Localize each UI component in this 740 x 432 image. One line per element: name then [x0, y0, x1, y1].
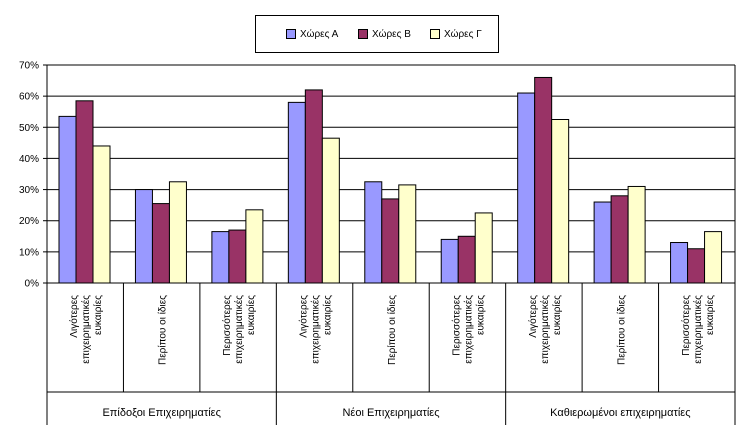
y-tick-label-1: 10% — [19, 247, 39, 258]
category-label-0-0: Λιγότερες — [68, 295, 80, 338]
bar-1-5 — [457, 235, 476, 284]
category-label-0-2: ευκαιρίες — [92, 295, 104, 335]
category-label-3-1: επιχειρηματικές — [310, 295, 322, 364]
legend-swatch-series-b — [358, 29, 368, 39]
category-label-3-2: ευκαιρίες — [322, 295, 334, 335]
axis-layer — [43, 64, 736, 425]
bar-2-8 — [704, 231, 723, 284]
category-label-8-1: επιχειρηματικές — [692, 295, 704, 364]
category-label-6-1: επιχειρηματικές — [539, 295, 551, 364]
category-label-2-0: Περισσότερες — [221, 295, 233, 356]
y-tick-label-7: 70% — [19, 61, 39, 72]
legend-label-series-a: Χώρες Α — [300, 28, 339, 40]
bar-2-6 — [551, 119, 570, 284]
y-tick-label-5: 50% — [19, 123, 39, 134]
category-label-5-2: ευκαιρίες — [474, 295, 486, 335]
legend-item-series-b: Χώρες Β — [358, 28, 411, 40]
group-label-0: Επίδοξοι Επιχειρηματίες — [102, 407, 220, 419]
category-label-6-0: Λιγότερες — [527, 295, 539, 338]
y-tick-label-2: 20% — [19, 216, 39, 227]
bar-0-0 — [58, 115, 77, 284]
bar-0-4 — [364, 181, 383, 284]
bar-2-0 — [92, 145, 111, 284]
category-label-5-0: Περισσότερες — [450, 295, 462, 356]
bar-2-4 — [398, 184, 417, 284]
y-tick-label-3: 30% — [19, 185, 39, 196]
group-label-1: Νέοι Επιχειρηματίες — [342, 407, 439, 419]
category-label-2-2: ευκαιρίες — [245, 295, 257, 335]
category-label-7-0: Περίπου οι ίδιες — [615, 295, 627, 365]
bar-1-8 — [687, 248, 706, 284]
y-tick-label-6: 60% — [19, 92, 39, 103]
category-label-8-0: Περισσότερες — [680, 295, 692, 356]
bar-0-1 — [134, 189, 153, 284]
bar-1-0 — [75, 100, 94, 284]
bar-0-6 — [517, 92, 536, 284]
bar-0-3 — [287, 101, 306, 284]
y-tick-label-0: 0% — [25, 279, 40, 290]
bar-0-7 — [593, 201, 612, 284]
group-label-2: Καθιερωμένοι επιχειρηματίες — [550, 407, 690, 419]
bar-2-7 — [627, 185, 646, 284]
bar-0-2 — [211, 231, 230, 284]
bar-2-3 — [321, 137, 340, 284]
legend-swatch-series-a — [286, 29, 296, 39]
bar-0-5 — [440, 238, 459, 284]
category-label-6-2: ευκαιρίες — [551, 295, 563, 335]
label-layer: 0%10%20%30%40%50%60%70%Λιγότερες επιχειρη… — [19, 61, 716, 420]
legend-swatch-series-c — [430, 29, 440, 39]
category-label-8-2: ευκαιρίες — [704, 295, 716, 335]
legend-item-series-a: Χώρες Α — [286, 28, 338, 40]
category-label-3-0: Λιγότερες — [298, 295, 310, 338]
bar-1-6 — [534, 76, 553, 284]
category-label-1-0: Περίπου οι ίδιες — [157, 295, 169, 365]
bar-2-5 — [474, 212, 493, 284]
legend: Χώρες Α Χώρες Β Χώρες Γ — [255, 15, 499, 53]
bar-1-3 — [304, 89, 323, 284]
bar-1-1 — [151, 203, 170, 284]
y-tick-label-4: 40% — [19, 154, 39, 165]
legend-label-series-b: Χώρες Β — [372, 28, 411, 40]
legend-label-series-c: Χώρες Γ — [444, 28, 482, 40]
bar-1-4 — [381, 198, 400, 284]
bar-0-8 — [670, 242, 689, 284]
category-label-0-1: επιχειρηματικές — [80, 295, 92, 364]
bar-1-7 — [610, 195, 629, 284]
category-label-4-0: Περίπου οι ίδιες — [386, 295, 398, 365]
bar-2-2 — [245, 209, 264, 284]
category-label-5-1: επιχειρηματικές — [462, 295, 474, 364]
bar-2-1 — [168, 181, 187, 284]
legend-item-series-c: Χώρες Γ — [430, 28, 482, 40]
bar-1-2 — [228, 229, 247, 284]
category-label-2-1: επιχειρηματικές — [233, 295, 245, 364]
